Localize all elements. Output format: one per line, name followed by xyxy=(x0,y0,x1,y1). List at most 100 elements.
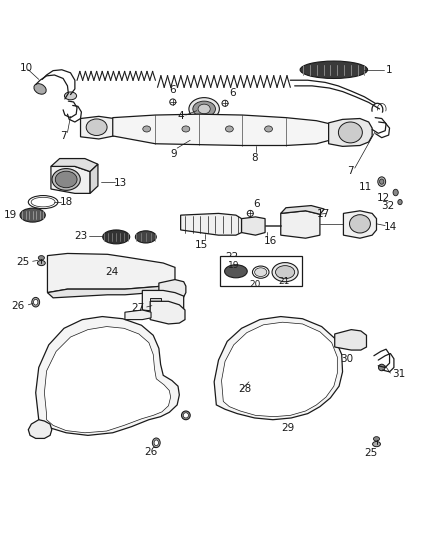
Text: 21: 21 xyxy=(277,277,289,286)
Ellipse shape xyxy=(28,196,58,208)
Ellipse shape xyxy=(264,126,272,132)
Ellipse shape xyxy=(32,297,39,307)
Ellipse shape xyxy=(188,98,219,120)
Ellipse shape xyxy=(152,438,160,448)
Text: 11: 11 xyxy=(358,182,371,192)
Ellipse shape xyxy=(55,171,77,188)
Text: 7: 7 xyxy=(60,131,66,141)
Polygon shape xyxy=(51,158,98,172)
Ellipse shape xyxy=(275,265,294,279)
Text: 27: 27 xyxy=(131,303,144,313)
Polygon shape xyxy=(80,116,114,139)
Ellipse shape xyxy=(252,266,268,278)
Text: 19: 19 xyxy=(227,261,239,270)
Ellipse shape xyxy=(33,300,38,305)
Ellipse shape xyxy=(377,177,385,187)
Text: 10: 10 xyxy=(20,63,33,74)
Text: 1: 1 xyxy=(385,65,392,75)
Ellipse shape xyxy=(224,265,247,278)
Ellipse shape xyxy=(181,126,189,132)
Ellipse shape xyxy=(170,99,176,105)
Polygon shape xyxy=(150,301,184,324)
Text: 8: 8 xyxy=(251,154,257,163)
Ellipse shape xyxy=(183,413,188,418)
Ellipse shape xyxy=(378,364,384,371)
Text: 25: 25 xyxy=(16,257,29,267)
Polygon shape xyxy=(328,118,371,147)
Ellipse shape xyxy=(52,168,80,190)
Text: 6: 6 xyxy=(229,88,236,99)
Text: 20: 20 xyxy=(249,279,261,288)
Text: 29: 29 xyxy=(281,423,294,433)
Text: 6: 6 xyxy=(169,85,176,95)
Text: 4: 4 xyxy=(177,111,183,122)
Ellipse shape xyxy=(102,230,129,244)
Ellipse shape xyxy=(135,231,156,243)
Ellipse shape xyxy=(272,263,297,282)
Text: 25: 25 xyxy=(364,448,377,458)
Polygon shape xyxy=(35,317,179,435)
Ellipse shape xyxy=(300,61,367,78)
Ellipse shape xyxy=(38,256,44,260)
Text: 9: 9 xyxy=(170,149,177,159)
Text: 13: 13 xyxy=(114,178,127,188)
Polygon shape xyxy=(343,211,376,238)
Ellipse shape xyxy=(338,122,361,143)
Text: 30: 30 xyxy=(339,353,353,364)
Text: 15: 15 xyxy=(194,240,207,251)
Polygon shape xyxy=(159,279,185,298)
Text: 16: 16 xyxy=(264,236,277,246)
Text: 26: 26 xyxy=(11,301,25,311)
Ellipse shape xyxy=(225,126,233,132)
Text: 14: 14 xyxy=(383,222,396,232)
Ellipse shape xyxy=(181,411,190,419)
Ellipse shape xyxy=(142,126,150,132)
Polygon shape xyxy=(241,217,265,235)
Ellipse shape xyxy=(392,189,397,196)
Polygon shape xyxy=(180,213,241,235)
Ellipse shape xyxy=(198,104,210,114)
Text: 12: 12 xyxy=(376,193,389,203)
Ellipse shape xyxy=(86,119,107,135)
Polygon shape xyxy=(51,166,90,193)
Text: 7: 7 xyxy=(346,166,353,176)
Ellipse shape xyxy=(247,211,253,216)
Polygon shape xyxy=(214,317,342,419)
Text: 31: 31 xyxy=(392,369,405,379)
Text: 6: 6 xyxy=(253,199,259,209)
Polygon shape xyxy=(221,322,336,417)
Text: 23: 23 xyxy=(74,231,87,241)
Text: 28: 28 xyxy=(237,384,251,394)
Ellipse shape xyxy=(154,440,158,446)
Ellipse shape xyxy=(20,208,45,222)
Ellipse shape xyxy=(373,437,379,441)
Ellipse shape xyxy=(254,268,266,277)
Polygon shape xyxy=(150,298,160,308)
Polygon shape xyxy=(125,310,151,320)
Text: 32: 32 xyxy=(381,200,394,211)
Ellipse shape xyxy=(349,215,370,233)
Text: 22: 22 xyxy=(225,252,238,262)
Polygon shape xyxy=(47,254,175,293)
Ellipse shape xyxy=(192,101,215,117)
Polygon shape xyxy=(44,327,170,433)
Text: 26: 26 xyxy=(144,447,157,457)
Text: 19: 19 xyxy=(4,210,17,220)
Ellipse shape xyxy=(34,84,46,94)
Text: 24: 24 xyxy=(105,266,118,277)
FancyBboxPatch shape xyxy=(219,256,301,286)
Polygon shape xyxy=(334,329,366,350)
Polygon shape xyxy=(28,419,52,439)
Ellipse shape xyxy=(379,179,383,184)
Ellipse shape xyxy=(372,441,380,447)
Ellipse shape xyxy=(222,100,228,106)
Text: 18: 18 xyxy=(60,197,73,207)
Polygon shape xyxy=(90,164,98,193)
Polygon shape xyxy=(280,211,319,238)
Text: 17: 17 xyxy=(316,209,329,219)
Polygon shape xyxy=(113,114,329,146)
Ellipse shape xyxy=(64,92,77,100)
Polygon shape xyxy=(142,290,183,312)
Polygon shape xyxy=(47,283,175,298)
Ellipse shape xyxy=(397,199,401,205)
